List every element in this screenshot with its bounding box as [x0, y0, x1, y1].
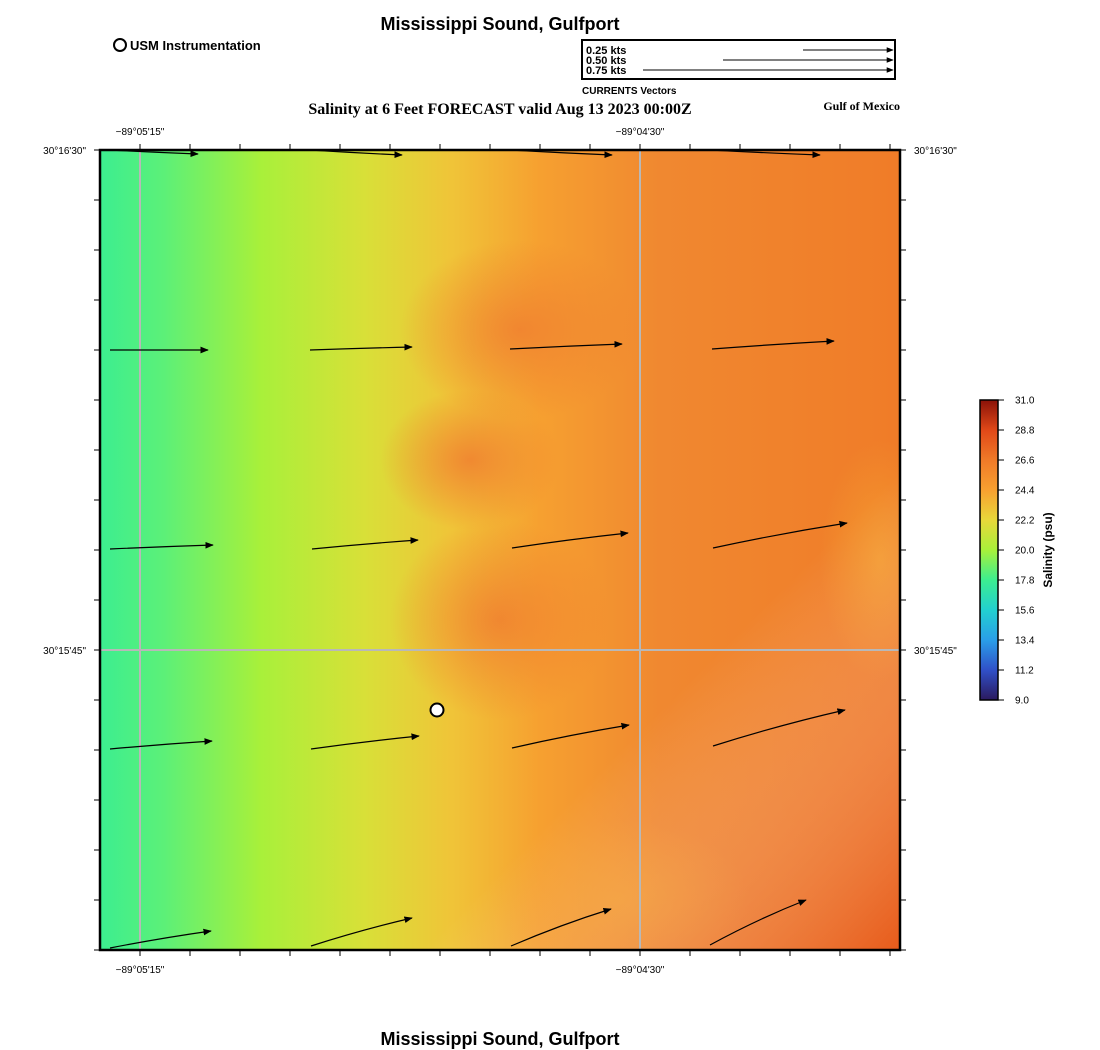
colorbar-tick-label: 26.6	[1015, 456, 1035, 467]
lon-label-top-2: −89°04'30"	[616, 127, 665, 138]
colorbar-label: Salinity (psu)	[1041, 512, 1055, 587]
colorbar-tick-label: 9.0	[1015, 696, 1029, 707]
colorbar-tick-label: 28.8	[1015, 426, 1035, 437]
vector-scale-label-3: 0.75 kts	[586, 65, 626, 77]
colorbar-tick-label: 11.2	[1015, 666, 1034, 677]
current-vector	[309, 343, 413, 351]
station-marker[interactable]	[429, 702, 445, 718]
vector-scale-label-2: 0.50 kts	[586, 55, 626, 67]
map-title: Mississippi Sound, Gulfport	[380, 14, 619, 34]
map-subtitle: Salinity at 6 Feet FORECAST valid Aug 13…	[308, 101, 691, 118]
lat-label-left-2: 30°15'45"	[43, 646, 86, 657]
lon-label-top-1: −89°05'15"	[116, 127, 165, 138]
colorbar-tick-label: 13.4	[1015, 636, 1035, 647]
current-vector	[310, 916, 413, 947]
salinity-field	[100, 150, 900, 950]
current-vector	[511, 530, 629, 549]
station-legend-icon	[113, 38, 127, 52]
current-vector	[311, 537, 419, 550]
current-vector	[109, 738, 213, 750]
lat-label-right-1: 30°16'30"	[914, 146, 957, 157]
region-label: Gulf of Mexico	[823, 99, 900, 113]
footer-title: Mississippi Sound, Gulfport	[380, 1029, 619, 1049]
colorbar: 31.0 28.8 26.6 24.4 22.2 20.0 17.8 15.6 13.4 11.2…	[979, 396, 1055, 707]
colorbar-ramp	[979, 399, 999, 701]
current-vector	[511, 722, 630, 749]
lon-label-bottom-1: −89°05'15"	[116, 965, 165, 976]
colorbar-tick-label: 17.8	[1015, 576, 1035, 587]
current-vector	[711, 338, 835, 350]
lat-label-left-1: 30°16'30"	[43, 146, 86, 157]
colorbar-tick-label: 24.4	[1015, 486, 1035, 497]
current-vector	[712, 520, 848, 549]
graticule	[100, 150, 900, 950]
lon-label-bottom-2: −89°04'30"	[616, 965, 665, 976]
station-legend: USM Instrumentation	[113, 38, 261, 53]
colorbar-tick-label: 15.6	[1015, 606, 1035, 617]
station-legend-label: USM Instrumentation	[130, 38, 261, 53]
current-vector	[509, 340, 623, 350]
colorbar-tick-label: 20.0	[1015, 546, 1035, 557]
vector-scale-label-1: 0.25 kts	[586, 45, 626, 57]
colorbar-tick-label: 22.2	[1015, 516, 1035, 527]
current-vector	[510, 908, 612, 947]
current-vector	[109, 928, 212, 949]
vector-scale-arrows	[643, 47, 894, 73]
current-vector	[709, 899, 807, 946]
current-vector	[712, 708, 846, 747]
lat-label-right-2: 30°15'45"	[914, 646, 957, 657]
frame-ticks	[94, 144, 906, 956]
current-vector	[310, 733, 420, 750]
current-vector	[109, 541, 214, 550]
colorbar-tick-label: 31.0	[1015, 396, 1035, 407]
vector-legend: 0.25 kts 0.50 kts 0.75 kts CURRENTS Vect…	[581, 39, 896, 97]
vector-legend-title: CURRENTS Vectors	[582, 86, 677, 97]
